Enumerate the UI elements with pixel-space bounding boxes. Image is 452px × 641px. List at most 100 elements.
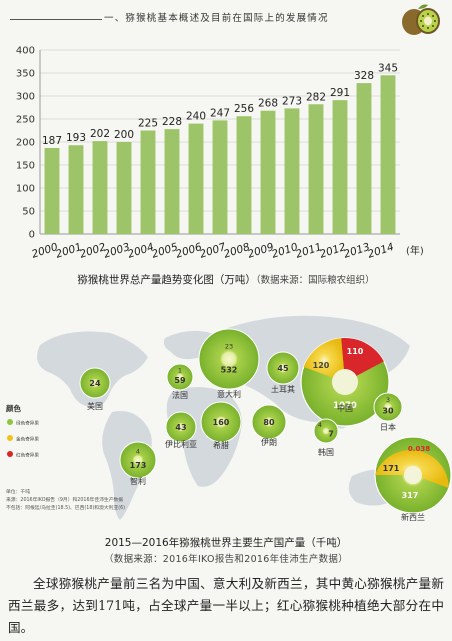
bubble-core xyxy=(404,466,422,484)
bar-value-label: 193 xyxy=(66,132,86,144)
bubble-11: 0.038 171 317 新西兰 xyxy=(374,436,452,522)
country-label: 韩国 xyxy=(318,447,334,457)
header-rule xyxy=(10,19,102,20)
bar-value-label: 225 xyxy=(138,118,158,130)
bar xyxy=(236,116,252,234)
bar xyxy=(44,147,60,234)
bubble-value-green: 45 xyxy=(277,364,289,373)
bar xyxy=(332,100,348,234)
y-tick-label: 100 xyxy=(16,184,35,195)
legend-gold: 金色奇异果 xyxy=(7,435,39,443)
map-caption-source: （数据来源：2016年IKO报告和2016年佳沛生产数据） xyxy=(103,554,349,565)
bubble-gold-wedge xyxy=(303,338,345,382)
country-label: 日本 xyxy=(380,422,396,432)
country-label: 希腊 xyxy=(213,440,229,450)
bubble-value-gold: 4 xyxy=(318,421,322,429)
country-label: 伊朗 xyxy=(261,437,277,447)
bubble-value-gold: 4 xyxy=(136,448,140,456)
bubble-green xyxy=(266,351,300,385)
map-note-excluded: 不包括：阿根廷/乌拉圭(18.5)、巴西(18)和澳大利亚(6) xyxy=(6,504,125,511)
bar xyxy=(92,141,108,234)
country-label: 智利 xyxy=(130,476,146,486)
bar xyxy=(188,123,204,234)
bubble-green xyxy=(313,418,339,444)
country-label: 土耳其 xyxy=(271,384,295,394)
bubble-4: 23 532 意大利 xyxy=(198,328,260,399)
bar xyxy=(380,75,396,234)
bubble-5: 160 希腊 xyxy=(200,401,242,450)
bar-value-label: 282 xyxy=(306,91,326,103)
bar xyxy=(212,120,228,234)
bar xyxy=(260,110,276,234)
bar-value-label: 228 xyxy=(162,116,182,128)
production-bar-chart: 0501001502002503003504001872000193200120… xyxy=(16,46,424,261)
bar-value-label: 328 xyxy=(354,70,374,82)
bubble-value-green: 317 xyxy=(402,491,419,500)
bar-value-label: 200 xyxy=(114,129,134,141)
country-label: 新西兰 xyxy=(401,512,425,522)
bar-value-label: 256 xyxy=(234,103,254,115)
map-caption: 2015—2016年猕猴桃世界主要生产国产量（千吨） xyxy=(104,537,348,549)
map-note-unit: 单位：千吨 xyxy=(6,488,30,495)
bubble-value-green: 173 xyxy=(130,461,147,470)
legend-title: 颜色 xyxy=(6,403,21,413)
bar-value-label: 202 xyxy=(90,128,110,140)
legend-gold-label: 金色奇异果 xyxy=(16,436,39,443)
bubble-10: 3 30 日本 xyxy=(373,392,403,432)
country-label: 中国 xyxy=(337,403,353,413)
y-tick-label: 300 xyxy=(16,92,35,103)
bubble-value-green: 160 xyxy=(213,418,230,427)
bubble-value-green: 43 xyxy=(175,423,186,432)
bar xyxy=(308,104,324,234)
body-paragraph: 全球猕猴桃产量前三名为中国、意大利及新西兰，其中黄心猕猴桃产量新西兰最多，达到1… xyxy=(8,576,444,635)
y-tick-label: 250 xyxy=(16,115,35,126)
bubble-core xyxy=(332,369,358,395)
bubble-value-green: 1070 xyxy=(333,401,357,411)
legend-red-label: 红色奇异果 xyxy=(16,452,39,459)
bar xyxy=(116,142,132,234)
bar-chart-title: 猕猴桃世界总产量趋势变化图（万吨） xyxy=(77,274,256,286)
bubble-value-green: 24 xyxy=(89,379,101,388)
world-production-map: 颜色 绿色奇异果 金色奇异果 红色奇异果 单位：千吨 来源：2016年IKO报告… xyxy=(6,315,452,522)
bubble-green xyxy=(198,328,260,390)
bar-value-label: 187 xyxy=(42,135,62,147)
legend-green: 绿色奇异果 xyxy=(7,419,39,427)
country-label: 伊比利亚 xyxy=(165,439,197,449)
y-tick-label: 400 xyxy=(16,46,35,57)
country-label: 法国 xyxy=(172,390,188,400)
kiwi-fruit-icon xyxy=(402,4,440,35)
bubble-green xyxy=(251,404,287,440)
bubble-value-green: 80 xyxy=(263,418,275,427)
country-label: 意大利 xyxy=(217,389,241,399)
section-header: 一、猕猴桃基本概述及目前在国际上的发展情况 xyxy=(0,0,452,40)
map-note-source: 来源：2016年IKO报告（9月）和2016年佳沛生产数据 xyxy=(6,496,123,503)
x-tick-label: 2014 xyxy=(366,241,395,261)
bubble-value-gold: 120 xyxy=(313,361,330,370)
bubble-value-gold: 3 xyxy=(386,396,390,404)
bubble-value-green: 59 xyxy=(174,376,186,385)
bubble-9: 47 韩国 xyxy=(313,418,339,457)
bubble-7: 80 伊朗 xyxy=(251,404,287,447)
y-tick-label: 200 xyxy=(16,138,35,149)
bubble-value-gold: 1 xyxy=(178,366,182,374)
bubble-green xyxy=(79,367,111,399)
bar xyxy=(356,83,372,234)
x-unit-label: (年) xyxy=(406,244,424,257)
bar xyxy=(140,130,156,234)
bubble-0: 24 美国 xyxy=(79,367,111,411)
bubble-green xyxy=(165,411,197,443)
bar-value-label: 240 xyxy=(186,111,206,123)
bar-value-label: 247 xyxy=(210,107,230,119)
bar-value-label: 273 xyxy=(282,95,302,107)
bubble-value-gold: 171 xyxy=(383,464,400,473)
bubble-green xyxy=(166,363,194,391)
legend-green-label: 绿色奇异果 xyxy=(16,420,39,427)
bubble-3: 43 伊比利亚 xyxy=(165,411,197,449)
bubble-green xyxy=(119,441,157,479)
bubble-1: 4 173 智利 xyxy=(119,441,157,486)
section-title: 一、猕猴桃基本概述及目前在国际上的发展情况 xyxy=(104,13,329,24)
bubble-value-red: 0.038 xyxy=(408,445,430,453)
country-label: 美国 xyxy=(87,401,103,411)
y-tick-label: 150 xyxy=(16,161,35,172)
